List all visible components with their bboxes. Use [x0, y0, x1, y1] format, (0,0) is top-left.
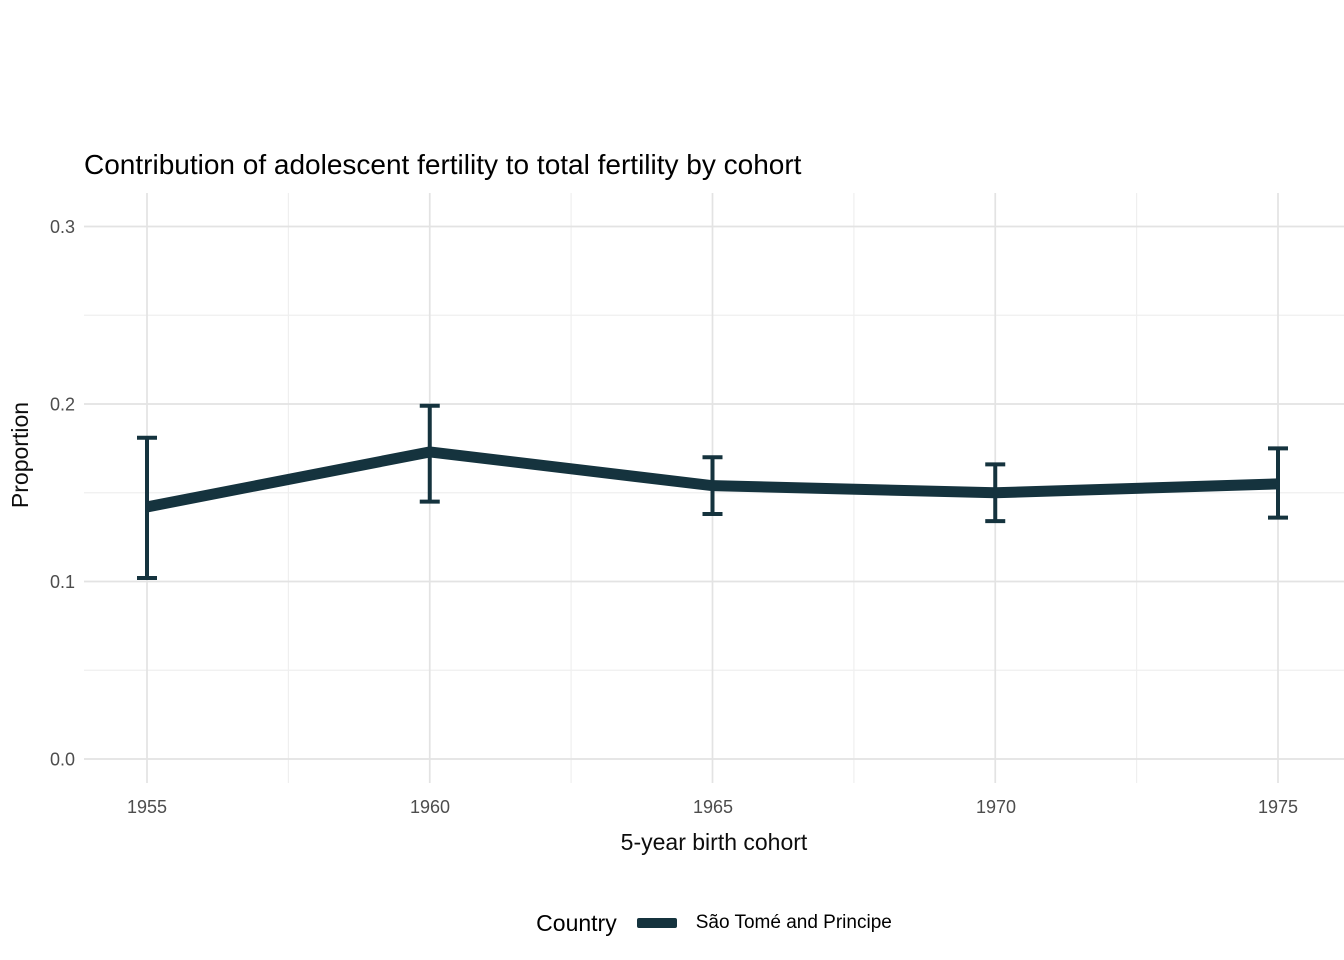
x-axis-tick-labels: 1955 1960 1965 1970 1975 — [127, 797, 1298, 817]
series-swatch-icon — [636, 918, 677, 928]
y-axis-title: Proportion — [7, 402, 33, 508]
y-tick-label: 0.0 — [50, 750, 75, 770]
series-line — [145, 446, 1279, 513]
legend-item-label: São Tomé and Principe — [695, 912, 892, 933]
legend-item: São Tomé and Principe — [636, 912, 892, 934]
legend: Country São Tomé and Principe — [84, 898, 1344, 948]
x-axis-title: 5-year birth cohort — [621, 829, 808, 855]
series-layer — [137, 403, 1288, 580]
y-tick-label: 0.1 — [50, 572, 75, 592]
x-tick-label: 1975 — [1258, 797, 1298, 817]
chart-title: Contribution of adolescent fertility to … — [84, 149, 802, 180]
x-tick-label: 1965 — [693, 797, 733, 817]
y-axis-tick-labels: 0.0 0.1 0.2 0.3 — [50, 217, 75, 770]
x-tick-label: 1970 — [976, 797, 1016, 817]
y-tick-label: 0.2 — [50, 395, 75, 415]
x-tick-label: 1955 — [127, 797, 167, 817]
x-tick-label: 1960 — [410, 797, 450, 817]
legend-title: Country — [536, 909, 617, 936]
y-tick-label: 0.3 — [50, 217, 75, 237]
